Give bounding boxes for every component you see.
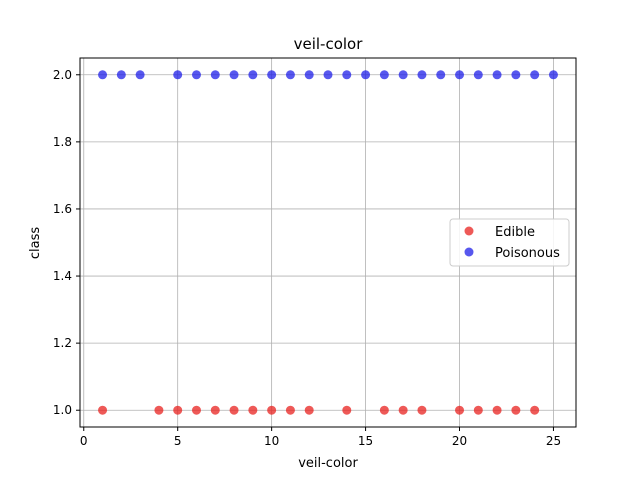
data-point-poisonous: [379, 70, 389, 80]
legend-label-edible: Edible: [495, 225, 535, 240]
y-tick-label: 1.6: [53, 202, 72, 216]
data-point-poisonous: [135, 70, 145, 80]
data-point-poisonous: [473, 70, 483, 80]
legend-box: [449, 218, 570, 267]
x-tick-label: 0: [80, 434, 88, 448]
x-tick-label: 15: [358, 434, 373, 448]
plot-frame: [79, 57, 577, 428]
data-point-edible: [492, 405, 502, 415]
data-point-edible: [267, 405, 277, 415]
data-point-poisonous: [210, 70, 220, 80]
data-point-edible: [154, 405, 164, 415]
data-point-poisonous: [530, 70, 540, 80]
data-point-edible: [455, 405, 465, 415]
x-axis-label: veil-color: [298, 456, 358, 471]
data-point-edible: [229, 405, 239, 415]
data-point-poisonous: [98, 70, 108, 80]
data-point-poisonous: [492, 70, 502, 80]
legend-marker-poisonous: [464, 247, 474, 257]
data-point-poisonous: [173, 70, 183, 80]
data-point-poisonous: [267, 70, 277, 80]
data-point-edible: [342, 405, 352, 415]
x-tick-label: 25: [546, 434, 561, 448]
data-point-edible: [210, 405, 220, 415]
data-point-edible: [511, 405, 521, 415]
y-tick-label: 1.0: [53, 403, 72, 417]
data-point-poisonous: [436, 70, 446, 80]
data-point-edible: [417, 405, 427, 415]
data-point-poisonous: [248, 70, 258, 80]
data-point-edible: [398, 405, 408, 415]
series-edible: [98, 405, 540, 415]
data-point-poisonous: [191, 70, 201, 80]
data-point-poisonous: [511, 70, 521, 80]
data-point-poisonous: [455, 70, 465, 80]
data-point-poisonous: [361, 70, 371, 80]
axis-ticks: 0 5 10 15 20 25 1.0 1.2 1.4 1.6 1.8 2.0: [53, 68, 561, 448]
series-poisonous: [98, 70, 558, 80]
data-point-poisonous: [116, 70, 126, 80]
data-point-edible: [530, 405, 540, 415]
data-point-edible: [98, 405, 108, 415]
data-point-poisonous: [398, 70, 408, 80]
data-point-poisonous: [323, 70, 333, 80]
data-point-edible: [248, 405, 258, 415]
y-tick-label: 1.4: [53, 269, 72, 283]
legend-marker-edible: [464, 226, 474, 236]
y-tick-label: 1.2: [53, 336, 72, 350]
data-point-edible: [285, 405, 295, 415]
data-point-poisonous: [417, 70, 427, 80]
legend: Edible Poisonous: [449, 218, 570, 267]
data-point-edible: [304, 405, 314, 415]
data-point-edible: [379, 405, 389, 415]
data-point-poisonous: [548, 70, 558, 80]
data-point-poisonous: [285, 70, 295, 80]
y-axis-label: class: [28, 227, 43, 259]
data-point-poisonous: [304, 70, 314, 80]
y-tick-label: 1.8: [53, 135, 72, 149]
data-point-poisonous: [229, 70, 239, 80]
legend-label-poisonous: Poisonous: [495, 246, 560, 261]
x-tick-label: 10: [264, 434, 279, 448]
data-point-poisonous: [342, 70, 352, 80]
chart-title: veil-color: [294, 35, 364, 53]
y-tick-label: 2.0: [53, 68, 72, 82]
data-point-edible: [173, 405, 183, 415]
x-tick-label: 5: [174, 434, 182, 448]
x-tick-label: 20: [452, 434, 467, 448]
data-points: [98, 70, 558, 415]
data-point-edible: [473, 405, 483, 415]
data-point-edible: [191, 405, 201, 415]
